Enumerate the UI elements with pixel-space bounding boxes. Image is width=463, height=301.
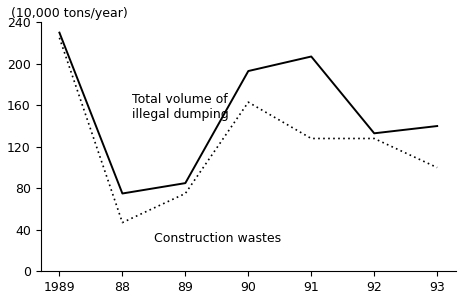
Text: Construction wastes: Construction wastes <box>154 232 281 245</box>
Text: (10,000 tons/year): (10,000 tons/year) <box>12 7 128 20</box>
Text: Total volume of
illegal dumping: Total volume of illegal dumping <box>132 93 229 121</box>
